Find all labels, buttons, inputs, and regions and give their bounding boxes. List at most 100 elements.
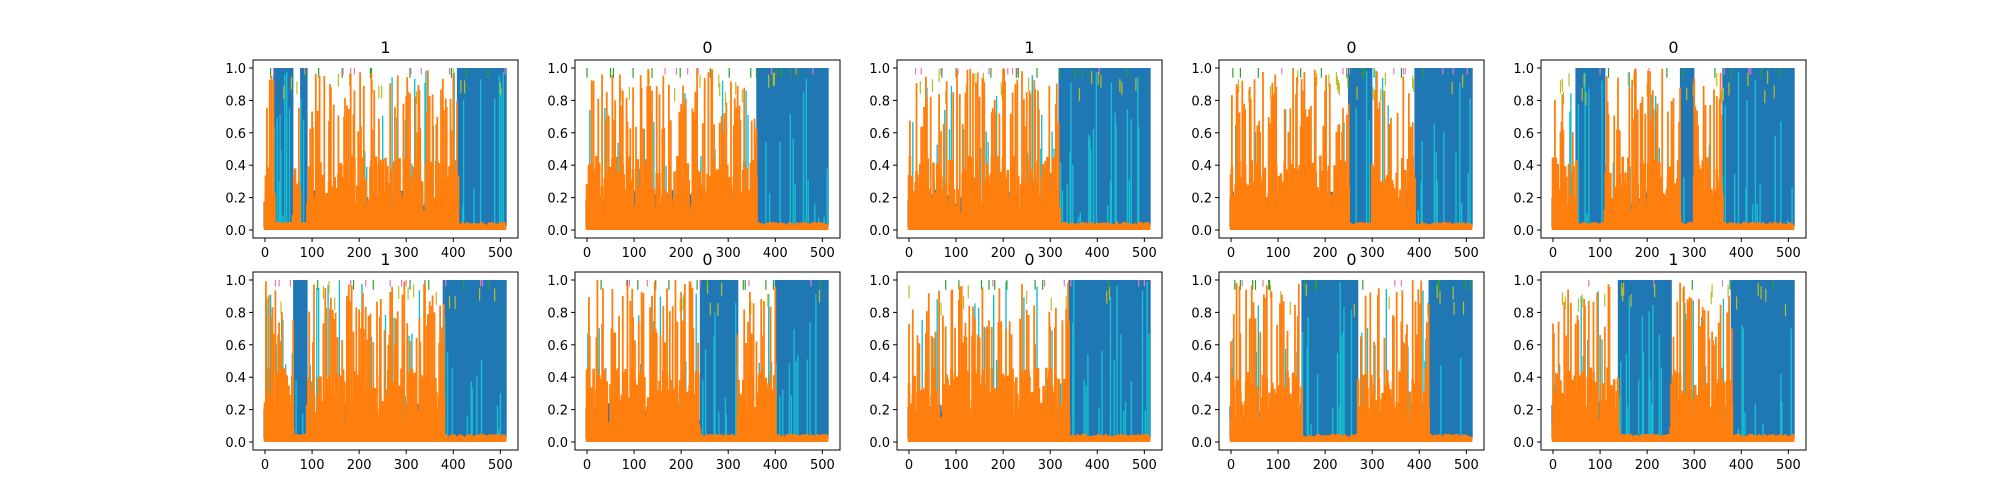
green-lines xyxy=(1234,280,1471,290)
x-tick-label: 200 xyxy=(1313,458,1338,473)
y-tick-label: 1.0 xyxy=(869,274,890,289)
subplot-7: 0.0 0.2 0.4 0.6 0.8 1.0 0 100 200 300 400 500 0 xyxy=(547,250,841,473)
plot-area xyxy=(253,272,518,450)
x-tick-label: 500 xyxy=(1776,246,1801,261)
x-tick-label: 300 xyxy=(1038,458,1063,473)
x-tick-label: 0 xyxy=(1227,458,1235,473)
axes-frame xyxy=(1540,271,1807,451)
y-tick-label: 0.8 xyxy=(547,306,568,321)
subplot-title: 1 xyxy=(380,38,390,57)
x-tick-label: 500 xyxy=(810,246,835,261)
subplot-title: 1 xyxy=(1668,250,1678,269)
y-tick-label: 0.2 xyxy=(1513,192,1534,207)
orange-fill xyxy=(1229,155,1473,230)
y-tick-label: 0.2 xyxy=(1513,404,1534,419)
y-tick-label: 0.8 xyxy=(869,94,890,109)
plot-area xyxy=(575,60,840,238)
x-tick-label: 500 xyxy=(1454,246,1479,261)
subplot-8: 0.0 0.2 0.4 0.6 0.8 1.0 0 100 200 300 400 500 0 xyxy=(869,250,1163,473)
x-tick-label: 300 xyxy=(1682,246,1707,261)
green-lines xyxy=(586,68,799,78)
y-tick-label: 0.0 xyxy=(869,436,890,451)
x-tick-label: 300 xyxy=(1682,458,1707,473)
orange-spikes xyxy=(909,68,1060,217)
y-tick-label: 0.2 xyxy=(547,404,568,419)
orange-spikes xyxy=(1231,68,1414,217)
y-tick-label: 0.0 xyxy=(1513,224,1534,239)
y-tick-label: 0.4 xyxy=(869,159,890,174)
green-lines xyxy=(270,68,489,78)
axes-frame xyxy=(1540,59,1807,239)
x-tick-label: 300 xyxy=(394,246,419,261)
x-tick-label: 0 xyxy=(583,458,591,473)
pink-lines xyxy=(992,280,1145,287)
y-tick-label: 0.6 xyxy=(1513,339,1534,354)
y-tick-label: 1.0 xyxy=(1513,62,1534,77)
y-tick-label: 0.2 xyxy=(869,404,890,419)
subplot-3: 0.0 0.2 0.4 0.6 0.8 1.0 0 100 200 300 400 500 1 xyxy=(869,38,1163,261)
y-tick-label: 1.0 xyxy=(1513,274,1534,289)
y-tick-label: 0.0 xyxy=(869,224,890,239)
x-tick-label: 100 xyxy=(944,458,969,473)
y-tick-label: 0.0 xyxy=(1191,224,1212,239)
pink-lines xyxy=(274,280,484,287)
y-tick-label: 0.2 xyxy=(869,192,890,207)
x-tick-label: 100 xyxy=(1266,246,1291,261)
plot-area xyxy=(1219,272,1484,450)
x-tick-label: 500 xyxy=(488,246,513,261)
y-tick-label: 0.6 xyxy=(225,127,246,142)
subplot-1: 0.0 0.2 0.4 0.6 0.8 1.0 0 100 200 300 400 500 1 xyxy=(225,38,519,261)
y-tick-label: 0.6 xyxy=(869,127,890,142)
y-tick-label: 0.6 xyxy=(225,339,246,354)
y-tick-label: 0.2 xyxy=(1191,404,1212,419)
orange-spikes xyxy=(265,281,445,429)
series-orange xyxy=(585,68,829,230)
y-tick-label: 0.0 xyxy=(547,436,568,451)
x-tick-label: 400 xyxy=(1407,458,1432,473)
axes-frame xyxy=(896,59,1163,239)
orange-spikes xyxy=(908,282,1070,429)
y-tick-label: 0.2 xyxy=(225,404,246,419)
x-tick-label: 200 xyxy=(1635,246,1660,261)
y-tick-label: 1.0 xyxy=(547,62,568,77)
y-tick-label: 0.6 xyxy=(1513,127,1534,142)
y-tick-label: 1.0 xyxy=(1191,62,1212,77)
plot-area xyxy=(1219,60,1484,238)
x-tick-label: 100 xyxy=(300,246,325,261)
x-tick-label: 0 xyxy=(261,458,269,473)
x-tick-label: 200 xyxy=(669,458,694,473)
plot-area xyxy=(575,272,840,450)
olive-lines xyxy=(908,285,1111,316)
orange-fill xyxy=(907,367,1151,442)
y-tick-label: 0.6 xyxy=(547,127,568,142)
y-tick-label: 0.8 xyxy=(225,94,246,109)
y-tick-label: 0.4 xyxy=(1513,371,1534,386)
y-tick-label: 0.2 xyxy=(547,192,568,207)
orange-spikes xyxy=(1552,282,1733,428)
orange-fill xyxy=(1551,367,1795,442)
y-tick-label: 0.4 xyxy=(1513,159,1534,174)
x-tick-label: 0 xyxy=(905,458,913,473)
pink-lines xyxy=(625,280,812,287)
x-tick-label: 0 xyxy=(1549,458,1557,473)
subplot-title: 0 xyxy=(1346,38,1356,57)
subplot-4: 0.0 0.2 0.4 0.6 0.8 1.0 0 100 200 300 400 500 0 xyxy=(1191,38,1485,261)
y-tick-label: 1.0 xyxy=(225,274,246,289)
y-tick-label: 0.4 xyxy=(225,371,246,386)
subplot-9: 0.0 0.2 0.4 0.6 0.8 1.0 0 100 200 300 400 500 0 xyxy=(1191,250,1485,473)
plot-area xyxy=(1541,272,1806,450)
y-tick-label: 1.0 xyxy=(1191,274,1212,289)
x-tick-label: 0 xyxy=(583,246,591,261)
series-orange xyxy=(1551,282,1795,442)
subplot-title: 0 xyxy=(1346,250,1356,269)
series-orange xyxy=(1551,68,1795,230)
x-tick-label: 500 xyxy=(488,458,513,473)
x-tick-label: 0 xyxy=(1549,246,1557,261)
series-orange xyxy=(907,282,1151,442)
y-tick-label: 0.2 xyxy=(1191,192,1212,207)
subplot-10: 0.0 0.2 0.4 0.6 0.8 1.0 0 100 200 300 400 500 1 xyxy=(1513,250,1807,473)
orange-spikes xyxy=(588,280,777,428)
orange-spikes xyxy=(590,68,758,216)
series-orange xyxy=(263,70,507,230)
